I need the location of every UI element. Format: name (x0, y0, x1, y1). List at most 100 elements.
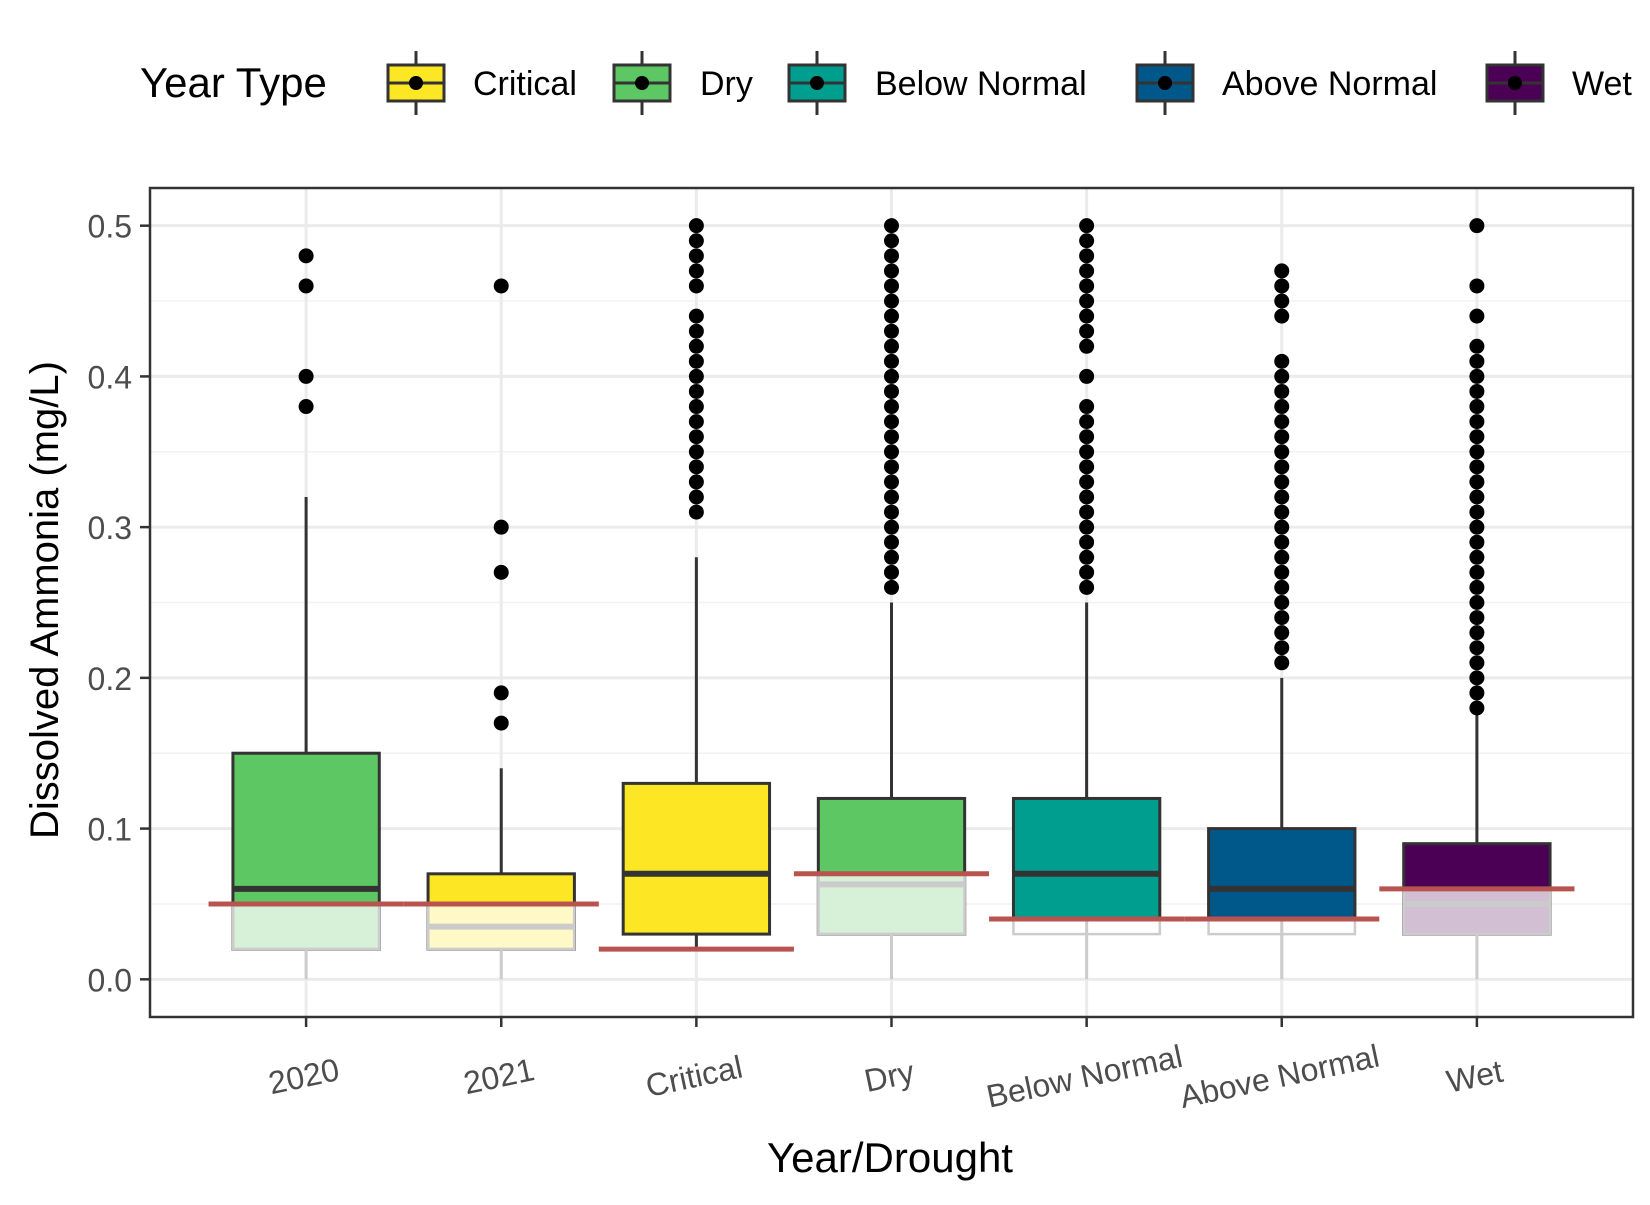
outlier-point (688, 278, 704, 294)
outlier-point (1469, 308, 1485, 324)
legend-item-above-normal: Above Normal (1135, 51, 1437, 115)
outlier-point (1079, 549, 1095, 565)
outlier-point (1274, 474, 1290, 490)
outlier-point (1274, 353, 1290, 369)
legend-item-below-normal: Below Normal (787, 51, 1087, 115)
outlier-point (884, 429, 899, 445)
outlier-point (688, 399, 704, 415)
outlier-point (1079, 414, 1095, 430)
outlier-point (1079, 368, 1095, 384)
outlier-point (1079, 399, 1095, 415)
faded-overlay (231, 902, 381, 951)
legend-label: Below Normal (875, 65, 1087, 103)
legend-item-critical: Critical (386, 51, 577, 115)
outlier-point (884, 218, 899, 234)
y-tick-label: 0.0 (88, 962, 132, 998)
y-tick-label: 0.3 (88, 510, 132, 546)
outlier-point (884, 293, 899, 309)
outlier-point (1469, 353, 1485, 369)
outlier-point (1469, 610, 1485, 626)
outlier-point (688, 429, 704, 445)
outlier-point (884, 338, 899, 354)
outlier-point (1079, 474, 1095, 490)
legend: Year Type Critical Dry Below Normal Above N… (140, 51, 1632, 115)
outlier-point (1274, 595, 1290, 610)
outlier-point (1469, 579, 1485, 595)
outlier-point (688, 218, 704, 234)
box-group-dry (816, 218, 967, 980)
outlier-point (1274, 444, 1290, 460)
outlier-point (884, 323, 899, 339)
outlier-point (1274, 263, 1290, 279)
outlier-point (884, 549, 899, 565)
y-axis-title: Dissolved Ammonia (mg/L) (23, 361, 67, 839)
outlier-point (1274, 383, 1290, 399)
outlier-point (884, 263, 899, 279)
outlier-point (1079, 278, 1095, 294)
outlier-point (1469, 519, 1485, 535)
faded-overlay (1402, 887, 1552, 936)
outlier-point (884, 444, 899, 460)
outlier-point (1469, 399, 1485, 415)
legend-label: Wet (1572, 65, 1632, 103)
outlier-point (1079, 504, 1095, 520)
outlier-point (1469, 595, 1485, 610)
outlier-point (1469, 625, 1485, 641)
legend-item-dry: Dry (612, 51, 753, 115)
outlier-point (688, 444, 704, 460)
outlier-point (884, 248, 899, 264)
outlier-point (1469, 534, 1485, 550)
outlier-point (1469, 338, 1485, 354)
outlier-point (1079, 293, 1095, 309)
outlier-point (884, 383, 899, 399)
outlier-point (1469, 383, 1485, 399)
outlier-point (688, 248, 704, 264)
outlier-point (1274, 534, 1290, 550)
outlier-point (1469, 414, 1485, 430)
outlier-point (1274, 610, 1290, 626)
outlier-point (884, 534, 899, 550)
outlier-point (1079, 338, 1095, 354)
outlier-point (1469, 700, 1485, 716)
outlier-point (1469, 489, 1485, 505)
outlier-point (493, 564, 509, 580)
outlier-point (1079, 308, 1095, 324)
outlier-point (1469, 685, 1485, 701)
outlier-point (884, 564, 899, 580)
y-tick-label: 0.1 (88, 812, 132, 848)
outlier-point (298, 278, 314, 294)
outlier-point (1469, 278, 1485, 294)
outlier-point (688, 504, 704, 520)
legend-label: Above Normal (1222, 65, 1437, 103)
legend-label: Dry (700, 65, 753, 103)
outlier-point (298, 399, 314, 415)
outlier-point (1274, 308, 1290, 324)
legend-key-point (635, 76, 649, 90)
outlier-point (688, 353, 704, 369)
outlier-point (1079, 534, 1095, 550)
box-group-2021 (426, 278, 576, 980)
outlier-point (1274, 625, 1290, 641)
legend-item-wet: Wet (1485, 51, 1632, 115)
outlier-point (884, 414, 899, 430)
outlier-point (688, 383, 704, 399)
outlier-point (688, 459, 704, 475)
outlier-point (1469, 670, 1485, 686)
outlier-point (1469, 474, 1485, 490)
outlier-point (884, 233, 899, 249)
outlier-point (688, 489, 704, 505)
outlier-point (1274, 564, 1290, 580)
outlier-point (1274, 459, 1290, 475)
y-tick-label: 0.5 (88, 209, 132, 245)
outlier-point (1274, 489, 1290, 505)
outlier-point (1079, 233, 1095, 249)
outlier-point (1079, 459, 1095, 475)
outlier-point (1469, 504, 1485, 520)
box-iqr (1011, 796, 1162, 921)
outlier-point (1274, 368, 1290, 384)
outlier-point (884, 368, 899, 384)
legend-key-point (810, 76, 824, 90)
outlier-point (884, 353, 899, 369)
outlier-point (1274, 519, 1290, 535)
